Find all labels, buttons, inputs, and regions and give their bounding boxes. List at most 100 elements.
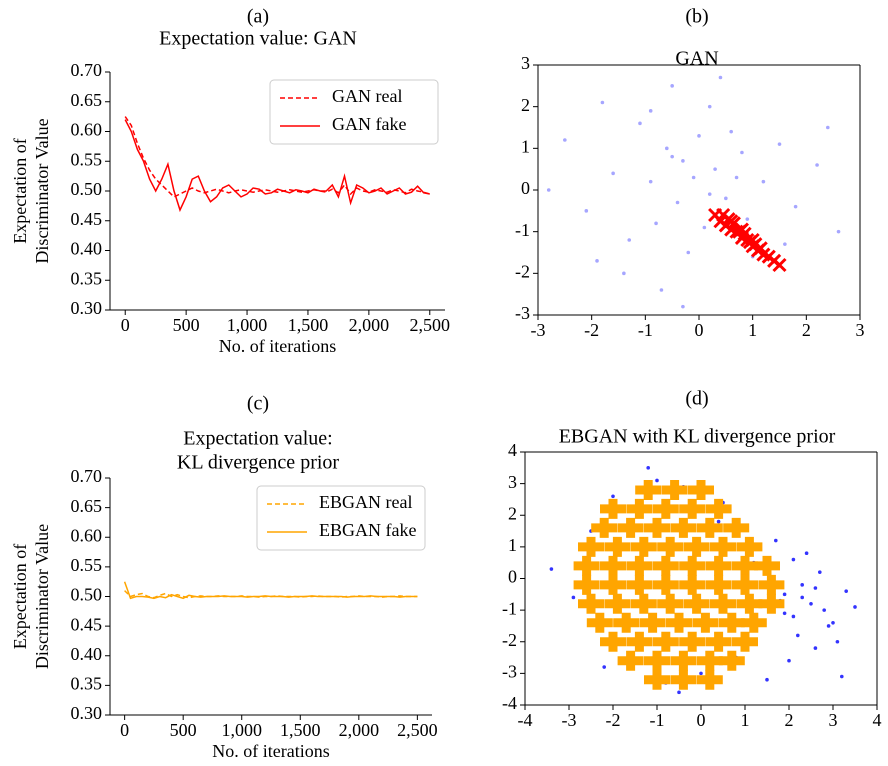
scatter-point bbox=[740, 612, 767, 633]
scatter-point bbox=[818, 570, 822, 574]
x-tick-label: -3 bbox=[562, 710, 577, 730]
scatter-point bbox=[724, 214, 739, 229]
scatter-point bbox=[611, 171, 615, 176]
scatter-point bbox=[657, 593, 684, 614]
scatter-point bbox=[800, 595, 804, 600]
scatter-point bbox=[635, 479, 662, 500]
panel-label: (d) bbox=[685, 388, 708, 410]
scatter-point bbox=[691, 175, 696, 180]
scatter-point bbox=[758, 593, 785, 614]
x-tick-label: 1,000 bbox=[221, 720, 262, 740]
scatter-point bbox=[696, 517, 723, 538]
scatter-point bbox=[681, 304, 685, 309]
scatter-point bbox=[831, 620, 835, 625]
panel: (c) Expectation value:KL divergence prior… bbox=[10, 393, 437, 762]
scatter-point bbox=[729, 129, 733, 134]
scatter-point bbox=[777, 142, 782, 146]
scatter-point bbox=[782, 592, 787, 597]
y-tick-label: 0.45 bbox=[71, 209, 103, 229]
scatter-point bbox=[697, 134, 701, 138]
scatter-point bbox=[800, 583, 804, 587]
y-tick-label: 0 bbox=[508, 567, 517, 587]
scatter-point bbox=[718, 650, 745, 671]
y-tick-label: -1 bbox=[502, 598, 517, 618]
scatter-point bbox=[644, 517, 670, 538]
y-tick-label: 0.30 bbox=[71, 298, 103, 318]
scatter-point bbox=[853, 605, 857, 609]
scatter-point bbox=[591, 517, 618, 538]
scatter-point bbox=[600, 631, 626, 652]
scatter-point bbox=[710, 593, 736, 614]
x-axis-label: No. of iterations bbox=[219, 336, 336, 356]
scatter-point bbox=[696, 650, 723, 671]
legend-label: GAN real bbox=[332, 86, 402, 106]
scatter-point bbox=[679, 498, 706, 519]
panel: (a)Expectation value: GAN 0 500 1,000 1,500 2… bbox=[10, 6, 450, 357]
scatter-point bbox=[765, 677, 769, 682]
scatter-point bbox=[573, 555, 600, 576]
scatter-point bbox=[639, 612, 666, 633]
scatter-point bbox=[638, 121, 642, 126]
scatter-point bbox=[661, 479, 688, 500]
scatter-point bbox=[705, 555, 732, 576]
scatter-point bbox=[602, 665, 606, 669]
scatter-point bbox=[675, 200, 680, 205]
y-tick-label: 0.50 bbox=[71, 179, 103, 199]
y-tick-label: 2 bbox=[521, 95, 530, 115]
x-axis-label: No. of iterations bbox=[212, 741, 329, 761]
scatter-point bbox=[732, 631, 758, 652]
scatter-point bbox=[600, 574, 626, 595]
x-tick-label: 2 bbox=[802, 320, 811, 340]
chart-title: EBGAN with KL divergence prior bbox=[559, 426, 836, 448]
scatter-point bbox=[734, 175, 739, 180]
scatter-point bbox=[677, 690, 681, 695]
scatter-point bbox=[630, 593, 657, 614]
y-tick-label: 0.65 bbox=[71, 496, 103, 516]
x-tick-label: 0 bbox=[697, 710, 706, 730]
scatter-point bbox=[617, 650, 644, 671]
scatter-point bbox=[783, 242, 787, 246]
scatter-point bbox=[745, 217, 750, 221]
scatter-point bbox=[707, 104, 712, 109]
x-tick-label: 0 bbox=[120, 720, 129, 740]
x-tick-label: 2,500 bbox=[397, 720, 438, 740]
legend: GAN real GAN fake bbox=[269, 79, 439, 145]
scatter-point bbox=[787, 658, 791, 663]
scatter-point bbox=[734, 222, 749, 237]
scatter-point bbox=[736, 593, 763, 614]
scatter-point bbox=[718, 612, 745, 633]
x-tick-label: -1 bbox=[650, 710, 665, 730]
scatter-point bbox=[659, 288, 664, 292]
scatter-point bbox=[707, 192, 712, 196]
scatter-point bbox=[836, 229, 841, 234]
x-tick-label: 0 bbox=[695, 320, 704, 340]
scatter-point bbox=[578, 593, 604, 614]
scatter-point bbox=[670, 669, 697, 690]
panel: (b) GAN -3 -2 -1 0 1 2 3 -3 -2 -1 0 1 2 3 bbox=[515, 6, 865, 341]
panel: (d) EBGAN with KL divergence prior -4 -3 -2 -… bbox=[502, 388, 882, 731]
y-tick-label: 3 bbox=[508, 472, 517, 492]
scatter-point bbox=[563, 138, 567, 142]
x-tick-label: 1 bbox=[748, 320, 757, 340]
scatter-point bbox=[681, 159, 685, 163]
data-line bbox=[124, 119, 430, 213]
x-tick-label: 1,500 bbox=[288, 315, 329, 335]
x-tick-label: 2,000 bbox=[339, 720, 380, 740]
y-tick-label: 0.70 bbox=[71, 466, 103, 486]
legend-label: EBGAN real bbox=[319, 492, 412, 512]
y-tick-label: 1 bbox=[521, 136, 530, 156]
scatter-point bbox=[644, 650, 670, 671]
x-tick-label: 2,000 bbox=[349, 315, 390, 335]
scatter-point bbox=[782, 611, 787, 616]
scatter-point bbox=[844, 589, 848, 593]
scatter-point bbox=[584, 209, 589, 213]
scatter-point bbox=[716, 519, 721, 524]
chart-title: KL divergence prior bbox=[177, 452, 339, 474]
y-tick-label: 2 bbox=[508, 503, 517, 523]
y-tick-label: 0.35 bbox=[71, 674, 103, 694]
y-tick-label: 0.60 bbox=[71, 120, 103, 140]
x-tick-label: 1,500 bbox=[280, 720, 321, 740]
scatter-point bbox=[713, 167, 717, 171]
y-tick-label: 0.65 bbox=[71, 90, 103, 110]
x-tick-label: -2 bbox=[606, 710, 621, 730]
